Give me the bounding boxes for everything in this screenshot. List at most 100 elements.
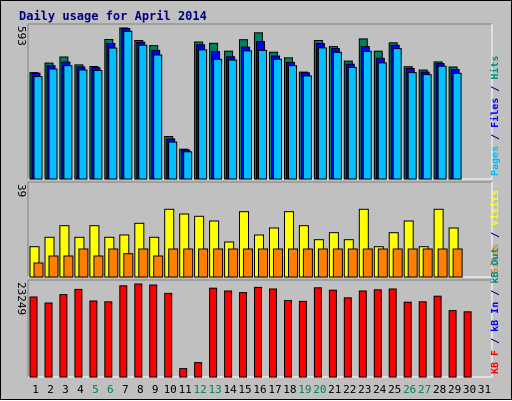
bar-visits-sites-day-27	[422, 248, 433, 278]
x-tick-day-7: 7	[122, 383, 129, 396]
bar-hits-pages-day-7	[123, 30, 133, 180]
panel-kbytes-legend-part-2: kB In	[490, 302, 501, 332]
bar-hits-pages-day-5	[93, 70, 103, 180]
panel-hits: 593 Pages / Files / Hits	[15, 23, 501, 180]
panel-kbytes-legend-part-4: kB Out	[490, 248, 501, 284]
bar-visits-sites-day-9	[153, 255, 164, 278]
x-tick-day-25: 25	[388, 383, 401, 396]
bar-visits-sites-day-20	[317, 248, 328, 278]
bar-hits-pages-day-9	[153, 54, 163, 180]
panel-hits-legend-part-3: /	[490, 80, 501, 98]
bar-visits-sites-day-25	[392, 248, 403, 278]
x-tick-day-19: 19	[298, 383, 311, 396]
bar-visits-sites-day-23	[362, 248, 373, 278]
x-tick-day-24: 24	[373, 383, 387, 396]
x-tick-day-12: 12	[193, 383, 206, 396]
bar-hits-pages-day-3	[63, 65, 73, 180]
bar-kbytes-kb-f-day-14	[224, 290, 233, 378]
bar-hits-pages-day-16	[258, 49, 267, 180]
bar-visits-sites-day-4	[78, 248, 89, 278]
bar-hits-pages-day-13	[213, 58, 223, 180]
x-tick-day-2: 2	[47, 383, 54, 396]
panel-kbytes-ymax-label: 23249	[15, 282, 28, 315]
bar-kbytes-kb-f-day-18	[284, 300, 292, 378]
x-tick-day-1: 1	[32, 383, 39, 396]
bar-hits-pages-day-1	[33, 76, 43, 180]
bar-visits-sites-day-11	[183, 248, 194, 278]
bar-kbytes-kb-f-day-5	[89, 300, 98, 378]
bar-hits-pages-day-28	[437, 65, 447, 180]
bar-hits-pages-day-17	[273, 58, 282, 180]
x-tick-day-20: 20	[313, 383, 326, 396]
bar-hits-pages-day-8	[138, 44, 148, 180]
panel-visits-side-legend: Sites / Visits	[489, 190, 501, 274]
panel-kbytes-side-legend: KB F / kB In / kB Out	[490, 248, 501, 374]
x-tick-day-31: 31	[478, 383, 491, 396]
bar-hits-pages-day-19	[302, 75, 312, 180]
x-tick-day-4: 4	[77, 383, 84, 396]
bar-kbytes-kb-f-day-4	[74, 288, 83, 378]
bar-kbytes-kb-f-day-7	[119, 285, 128, 378]
bar-kbytes-kb-f-day-1	[29, 296, 38, 378]
bar-visits-sites-day-5	[93, 255, 104, 278]
bar-kbytes-kb-f-day-27	[418, 301, 427, 378]
bar-hits-pages-day-20	[317, 47, 327, 180]
panel-visits-legend-part-1: /	[490, 226, 501, 244]
bar-visits-sites-day-18	[288, 248, 298, 278]
x-tick-day-5: 5	[92, 383, 99, 396]
panel-hits-legend-part-4: Hits	[489, 56, 501, 80]
x-axis-labels: 1 2 3 4 5 6 7 8 9 10 11 12 13 14 15 16 17 18 19 20 21 22 23 24 2…	[32, 383, 491, 396]
bar-visits-sites-day-3	[63, 255, 74, 278]
bar-kbytes-kb-f-day-24	[373, 289, 382, 378]
bar-visits-sites-day-6	[108, 248, 119, 278]
bar-visits-sites-day-12	[198, 248, 209, 278]
x-tick-day-11: 11	[179, 383, 192, 396]
bar-kbytes-kb-f-day-2	[44, 302, 53, 378]
bar-visits-sites-day-14	[228, 248, 239, 278]
bar-kbytes-kb-f-day-26	[403, 301, 412, 378]
x-tick-day-17: 17	[268, 383, 281, 396]
bar-hits-pages-day-23	[362, 50, 372, 180]
panel-hits-legend-part-1: /	[490, 128, 501, 146]
x-tick-day-8: 8	[137, 383, 144, 396]
bar-hits-pages-day-27	[422, 74, 432, 180]
bar-kbytes-kb-f-day-29	[448, 310, 457, 378]
x-tick-day-22: 22	[343, 383, 356, 396]
panel-hits-ymax-label: 593	[15, 26, 28, 46]
x-tick-day-28: 28	[433, 383, 446, 396]
bar-hits-pages-day-12	[198, 49, 208, 180]
bar-visits-sites-day-16	[258, 248, 268, 278]
bar-visits-sites-day-2	[48, 255, 59, 278]
x-tick-day-3: 3	[62, 383, 69, 396]
bar-kbytes-kb-f-day-23	[358, 290, 367, 378]
bar-visits-sites-day-29	[452, 248, 463, 278]
x-tick-day-16: 16	[253, 383, 266, 396]
bar-kbytes-kb-f-day-25	[388, 288, 397, 378]
bar-hits-pages-day-21	[332, 51, 342, 180]
bar-visits-sites-day-22	[347, 248, 358, 278]
bar-visits-sites-day-19	[302, 248, 313, 278]
panel-hits-bevel-dark	[27, 23, 492, 179]
bar-hits-pages-day-6	[108, 47, 118, 180]
bar-kbytes-kb-f-day-13	[209, 287, 218, 378]
bar-hits-pages-day-18	[288, 65, 297, 180]
x-tick-day-10: 10	[164, 383, 177, 396]
bar-hits-pages-day-15	[243, 50, 252, 180]
bar-hits-pages-day-14	[228, 59, 238, 180]
panel-kbytes-bevel-dark	[27, 279, 492, 377]
bar-kbytes-kb-f-day-19	[298, 300, 307, 378]
bar-hits-pages-day-24	[377, 62, 387, 180]
panel-kbytes-legend-part-1: /	[490, 332, 501, 350]
panel-hits-side-legend: Pages / Files / Hits	[489, 56, 501, 176]
bar-visits-sites-day-1	[33, 262, 44, 278]
panel-visits-legend-part-2: Visits	[489, 190, 501, 226]
bar-hits-pages-day-11	[183, 151, 193, 180]
bar-kbytes-kb-f-day-6	[104, 301, 113, 378]
panel-visits: 39 Sites / Visits	[15, 181, 501, 278]
bar-kbytes-kb-f-day-12	[194, 362, 203, 378]
x-tick-day-26: 26	[403, 383, 416, 396]
bar-visits-sites-day-7	[123, 253, 134, 278]
